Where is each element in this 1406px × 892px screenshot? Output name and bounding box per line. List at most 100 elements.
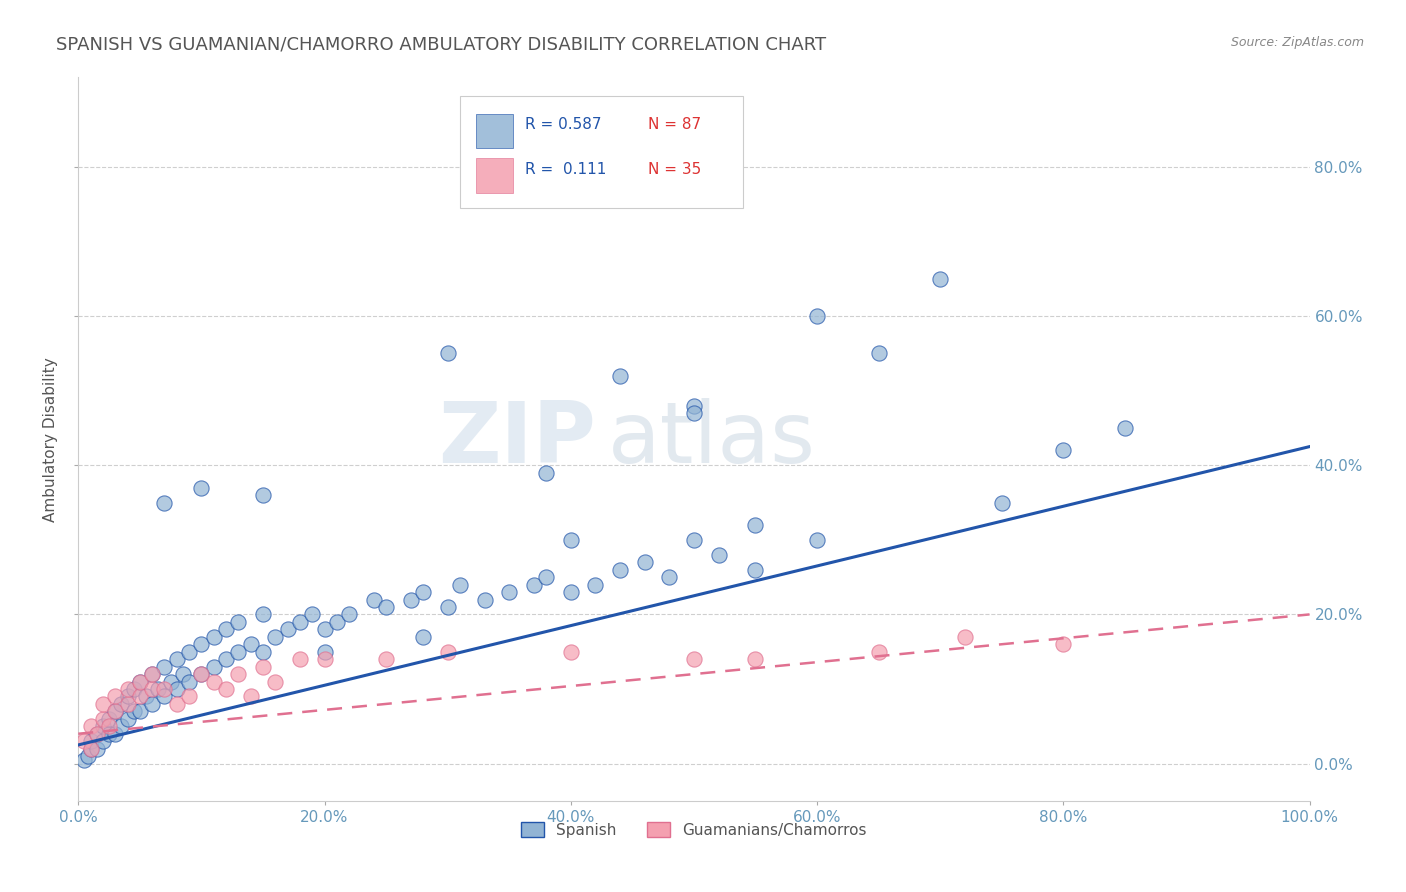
Point	[228, 615, 250, 629]
FancyBboxPatch shape	[460, 95, 744, 208]
Point	[1114, 421, 1136, 435]
Point	[73, 734, 96, 748]
Point	[79, 734, 101, 748]
Point	[412, 585, 434, 599]
Point	[252, 659, 274, 673]
Text: ZIP: ZIP	[437, 398, 595, 481]
Point	[252, 488, 274, 502]
Point	[252, 607, 274, 622]
Point	[239, 637, 262, 651]
Y-axis label: Ambulatory Disability: Ambulatory Disability	[44, 357, 58, 522]
Point	[98, 712, 121, 726]
Point	[633, 555, 655, 569]
Point	[141, 681, 163, 696]
Point	[148, 681, 170, 696]
Point	[314, 623, 336, 637]
Point	[98, 727, 121, 741]
Point	[141, 697, 163, 711]
Point	[534, 466, 557, 480]
Point	[128, 674, 150, 689]
Point	[806, 533, 828, 547]
Point	[953, 630, 976, 644]
Point	[104, 705, 127, 719]
Point	[104, 727, 127, 741]
Point	[153, 690, 176, 704]
Point	[744, 517, 766, 532]
Point	[122, 705, 145, 719]
Point	[128, 690, 150, 704]
Point	[744, 563, 766, 577]
Point	[412, 630, 434, 644]
Point	[683, 406, 706, 420]
Text: R = 0.587: R = 0.587	[526, 117, 602, 132]
Point	[264, 630, 287, 644]
Point	[523, 577, 546, 591]
Legend: Spanish, Guamanians/Chamorros: Spanish, Guamanians/Chamorros	[515, 815, 873, 844]
Point	[172, 667, 194, 681]
Point	[177, 690, 200, 704]
Point	[153, 495, 176, 509]
Point	[228, 667, 250, 681]
Text: R =  0.111: R = 0.111	[526, 162, 606, 178]
Point	[110, 697, 132, 711]
Point	[288, 615, 311, 629]
Point	[239, 690, 262, 704]
Point	[104, 705, 127, 719]
Point	[337, 607, 360, 622]
Point	[609, 368, 631, 383]
Point	[110, 719, 132, 733]
Point	[86, 727, 108, 741]
Point	[79, 719, 101, 733]
Point	[190, 667, 212, 681]
Point	[73, 753, 96, 767]
Point	[190, 481, 212, 495]
Point	[141, 667, 163, 681]
Point	[683, 533, 706, 547]
Point	[449, 577, 471, 591]
Text: SPANISH VS GUAMANIAN/CHAMORRO AMBULATORY DISABILITY CORRELATION CHART: SPANISH VS GUAMANIAN/CHAMORRO AMBULATORY…	[56, 36, 827, 54]
Point	[498, 585, 520, 599]
Point	[399, 592, 422, 607]
Point	[86, 727, 108, 741]
Point	[228, 645, 250, 659]
Point	[868, 346, 890, 360]
Point	[314, 652, 336, 666]
Point	[534, 570, 557, 584]
Point	[135, 690, 157, 704]
Point	[583, 577, 606, 591]
Point	[707, 548, 730, 562]
Text: N = 35: N = 35	[648, 162, 702, 178]
Point	[177, 645, 200, 659]
Point	[1052, 637, 1074, 651]
Text: N = 87: N = 87	[648, 117, 702, 132]
Point	[301, 607, 323, 622]
Point	[215, 681, 238, 696]
FancyBboxPatch shape	[477, 159, 513, 194]
Point	[326, 615, 349, 629]
Point	[436, 599, 458, 614]
Point	[117, 712, 139, 726]
Point	[683, 652, 706, 666]
Point	[159, 674, 181, 689]
Point	[153, 681, 176, 696]
Point	[128, 705, 150, 719]
Point	[153, 659, 176, 673]
Text: atlas: atlas	[607, 398, 815, 481]
Point	[104, 690, 127, 704]
Point	[91, 719, 114, 733]
Point	[190, 637, 212, 651]
Point	[202, 659, 225, 673]
Point	[277, 623, 299, 637]
Point	[202, 674, 225, 689]
Point	[91, 697, 114, 711]
Point	[609, 563, 631, 577]
Point	[202, 630, 225, 644]
Point	[375, 599, 398, 614]
Point	[166, 681, 188, 696]
Point	[560, 585, 582, 599]
Point	[288, 652, 311, 666]
Point	[117, 690, 139, 704]
Point	[929, 272, 952, 286]
Point	[91, 712, 114, 726]
Point	[79, 741, 101, 756]
